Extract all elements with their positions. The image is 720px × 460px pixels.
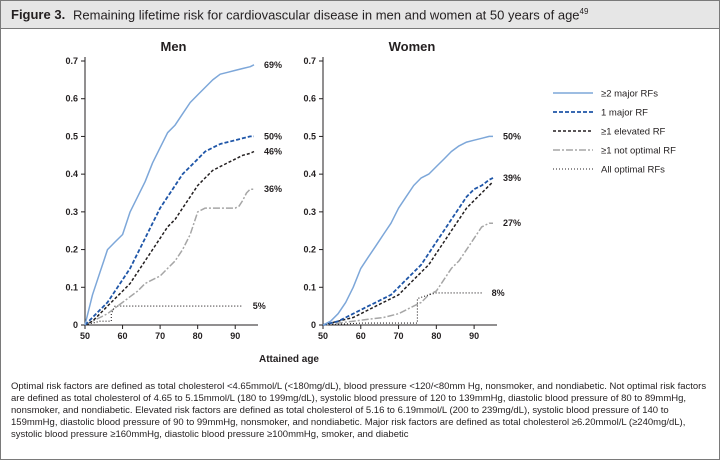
- women-x-tick-label: 80: [431, 331, 441, 341]
- men-panel-title: Men: [161, 39, 187, 54]
- men-x-tick-label: 80: [193, 331, 203, 341]
- women-x-tick-label: 50: [318, 331, 328, 341]
- women-end-label-major2: 50%: [503, 131, 521, 141]
- figure-label: Figure 3.: [11, 7, 66, 22]
- men-series-elevated-line: [84, 150, 255, 326]
- men-x-tick-label: 90: [230, 331, 240, 341]
- women-y-tick-label: 0.4: [303, 169, 316, 179]
- men-series-major1-line: [84, 135, 254, 326]
- footnote: Optimal risk factors are defined as tota…: [11, 381, 707, 440]
- figure-caption: Remaining lifetime risk for cardiovascul…: [73, 7, 588, 22]
- women-x-tick-label: 90: [469, 331, 479, 341]
- men-end-label-major2: 69%: [264, 60, 282, 70]
- women-y-tick-label: 0.1: [303, 282, 316, 292]
- women-series-major1-line: [322, 177, 494, 326]
- men-y-tick-label: 0.6: [65, 94, 78, 104]
- men-end-label-not-optimal: 36%: [264, 184, 282, 194]
- men-series-not-optimal-line: [84, 188, 254, 326]
- figure-caption-text: Remaining lifetime risk for cardiovascul…: [73, 7, 580, 23]
- women-y-tick-label: 0.5: [303, 131, 316, 141]
- legend-label-elevated: ≥1 elevated RF: [601, 127, 666, 138]
- men-y-tick-label: 0.5: [65, 131, 78, 141]
- women-y-tick-label: 0.7: [303, 56, 316, 66]
- risk-chart: Men 0 0.1 0.2 0.3 0.4 0.5 0.6 0.7 50 60 70 80 90 36% 5%…: [65, 39, 676, 365]
- women-panel-title: Women: [389, 39, 436, 54]
- men-x-tick-label: 70: [155, 331, 165, 341]
- legend-label-not-optimal: ≥1 not optimal RF: [601, 146, 676, 157]
- men-series-optimal-line: [84, 305, 243, 326]
- legend-label-major1: 1 major RF: [601, 108, 648, 119]
- men-y-tick-label: 0.7: [65, 56, 78, 66]
- legend-label-optimal: All optimal RFs: [601, 165, 665, 176]
- women-series-elevated-line: [322, 181, 494, 326]
- figure-title-bar: Figure 3. Remaining lifetime risk for ca…: [1, 1, 719, 29]
- men-y-tick-label: 0: [73, 320, 78, 330]
- men-end-label-elevated: 46%: [264, 147, 282, 157]
- men-series-major2-line: [84, 64, 255, 326]
- women-y-tick-label: 0.3: [303, 207, 316, 217]
- men-x-tick-label: 60: [118, 331, 128, 341]
- women-series-optimal-line: [322, 292, 482, 326]
- women-y-tick-label: 0.2: [303, 245, 316, 255]
- figure-caption-ref: 49: [579, 7, 589, 16]
- men-end-label-major1: 50%: [264, 131, 282, 141]
- men-y-tick-label: 0.3: [65, 207, 78, 217]
- men-y-tick-label: 0.2: [65, 245, 78, 255]
- legend-label-major2: ≥2 major RFs: [601, 89, 658, 100]
- women-series-not-optimal-line: [322, 222, 493, 326]
- women-x-tick-label: 60: [356, 331, 366, 341]
- men-x-tick-label: 50: [80, 331, 90, 341]
- women-x-tick-label: 70: [394, 331, 404, 341]
- women-end-label-major1: 39%: [503, 173, 521, 183]
- men-y-tick-label: 0.1: [65, 282, 78, 292]
- women-y-tick-label: 0: [311, 320, 316, 330]
- x-axis-label: Attained age: [259, 354, 319, 365]
- women-series-major2-line: [322, 135, 493, 326]
- men-end-label-optimal: 5%: [253, 301, 266, 311]
- women-end-label-optimal: 8%: [492, 288, 505, 298]
- men-y-tick-label: 0.4: [65, 169, 78, 179]
- women-end-label-not-optimal: 27%: [503, 218, 521, 228]
- women-y-tick-label: 0.6: [303, 94, 316, 104]
